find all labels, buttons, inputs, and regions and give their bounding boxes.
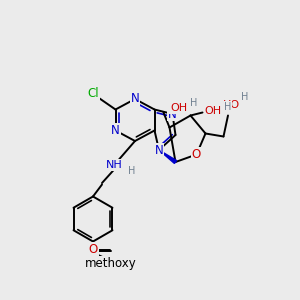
Text: NH: NH <box>106 160 122 170</box>
Text: OH: OH <box>204 106 222 116</box>
Text: O: O <box>88 243 98 256</box>
Text: H: H <box>190 98 197 108</box>
Text: HO: HO <box>222 100 240 110</box>
Text: methoxy: methoxy <box>94 264 101 265</box>
Text: H: H <box>128 166 136 176</box>
Text: N: N <box>130 92 140 106</box>
Text: H: H <box>241 92 248 103</box>
Text: methoxy: methoxy <box>115 250 121 251</box>
Text: methoxy: methoxy <box>85 257 137 270</box>
Text: Cl: Cl <box>87 86 99 100</box>
Text: N: N <box>154 143 164 157</box>
Text: N: N <box>168 107 177 121</box>
Text: H: H <box>224 101 232 112</box>
Text: OH: OH <box>170 103 187 113</box>
Text: methoxy_x: methoxy_x <box>94 266 102 268</box>
Text: O: O <box>192 148 201 161</box>
Polygon shape <box>159 150 177 164</box>
Text: N: N <box>111 124 120 137</box>
